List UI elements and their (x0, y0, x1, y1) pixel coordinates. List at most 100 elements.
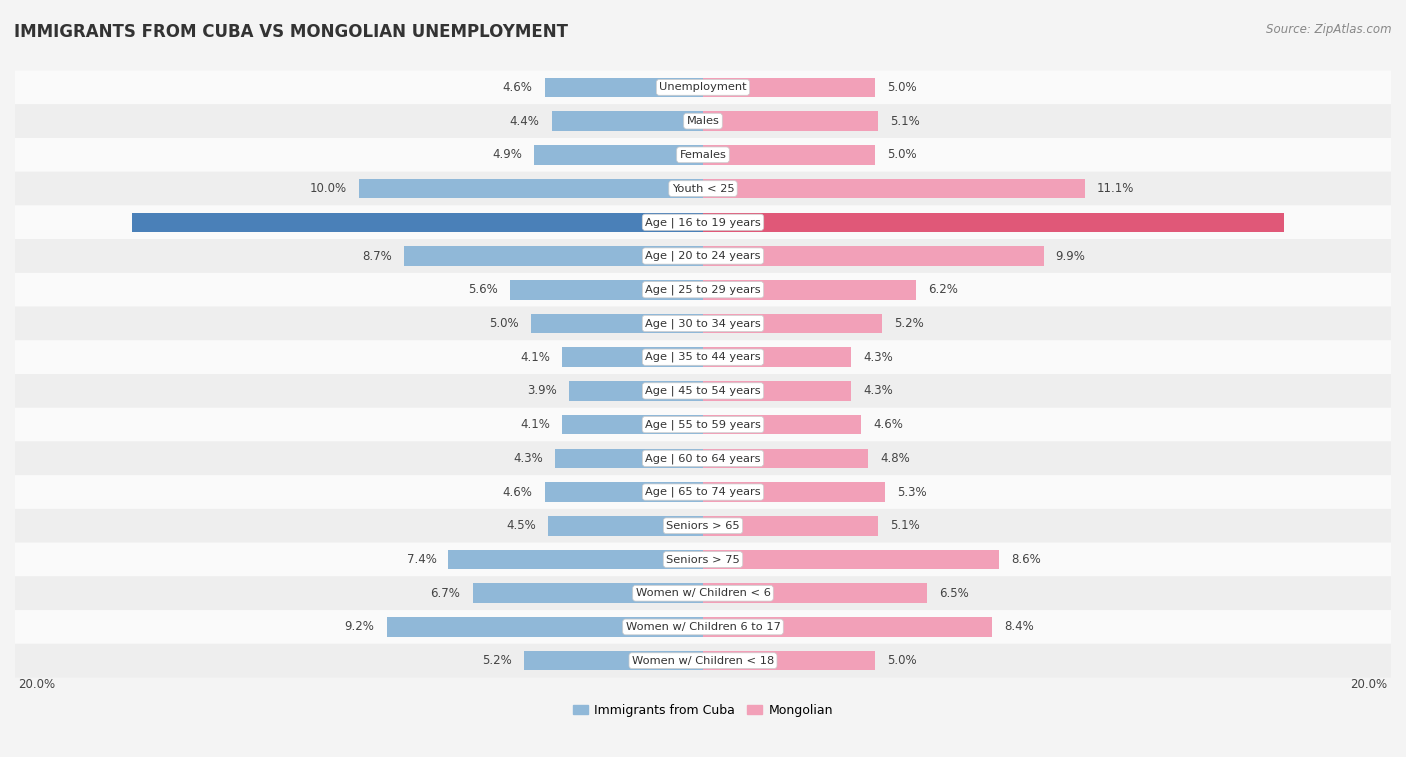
Text: Age | 16 to 19 years: Age | 16 to 19 years (645, 217, 761, 228)
Text: Age | 60 to 64 years: Age | 60 to 64 years (645, 453, 761, 463)
Text: 9.9%: 9.9% (1056, 250, 1085, 263)
Bar (703, 482, 886, 502)
Bar (569, 381, 703, 400)
Bar (703, 313, 882, 333)
Bar (551, 111, 703, 131)
Text: Seniors > 75: Seniors > 75 (666, 555, 740, 565)
Text: 11.1%: 11.1% (1097, 182, 1135, 195)
Text: Age | 65 to 74 years: Age | 65 to 74 years (645, 487, 761, 497)
Text: 4.6%: 4.6% (503, 485, 533, 499)
Text: 6.7%: 6.7% (430, 587, 461, 600)
Text: 4.3%: 4.3% (863, 385, 893, 397)
Text: 4.8%: 4.8% (880, 452, 910, 465)
Text: 7.4%: 7.4% (406, 553, 436, 566)
Bar (132, 213, 703, 232)
Bar (531, 313, 703, 333)
Text: 5.1%: 5.1% (890, 519, 921, 532)
Bar (472, 584, 703, 603)
Text: 4.5%: 4.5% (506, 519, 536, 532)
Text: Women w/ Children 6 to 17: Women w/ Children 6 to 17 (626, 622, 780, 632)
Bar (703, 550, 998, 569)
Bar (703, 179, 1085, 198)
Text: Unemployment: Unemployment (659, 83, 747, 92)
Bar (703, 415, 862, 435)
Text: Youth < 25: Youth < 25 (672, 183, 734, 194)
Bar (703, 145, 875, 164)
Text: Age | 35 to 44 years: Age | 35 to 44 years (645, 352, 761, 363)
Text: 4.3%: 4.3% (863, 350, 893, 363)
Text: 8.7%: 8.7% (361, 250, 392, 263)
FancyBboxPatch shape (15, 509, 1391, 543)
Text: 16.6%: 16.6% (650, 216, 690, 229)
Bar (562, 347, 703, 367)
Text: 4.6%: 4.6% (503, 81, 533, 94)
Bar (359, 179, 703, 198)
FancyBboxPatch shape (15, 441, 1391, 475)
Bar (703, 449, 868, 468)
Text: Women w/ Children < 18: Women w/ Children < 18 (631, 656, 775, 665)
Text: 5.6%: 5.6% (468, 283, 498, 296)
Text: 5.1%: 5.1% (890, 114, 921, 128)
Text: IMMIGRANTS FROM CUBA VS MONGOLIAN UNEMPLOYMENT: IMMIGRANTS FROM CUBA VS MONGOLIAN UNEMPL… (14, 23, 568, 41)
Text: 4.6%: 4.6% (873, 418, 903, 431)
FancyBboxPatch shape (15, 70, 1391, 104)
Text: Females: Females (679, 150, 727, 160)
Text: 4.4%: 4.4% (510, 114, 540, 128)
FancyBboxPatch shape (15, 307, 1391, 341)
Text: 5.2%: 5.2% (894, 317, 924, 330)
Text: 5.0%: 5.0% (887, 654, 917, 667)
Text: Source: ZipAtlas.com: Source: ZipAtlas.com (1267, 23, 1392, 36)
FancyBboxPatch shape (15, 205, 1391, 239)
Bar (703, 213, 1284, 232)
Bar (703, 516, 879, 535)
Legend: Immigrants from Cuba, Mongolian: Immigrants from Cuba, Mongolian (568, 699, 838, 722)
FancyBboxPatch shape (15, 138, 1391, 172)
Text: 8.6%: 8.6% (1011, 553, 1040, 566)
Text: Seniors > 65: Seniors > 65 (666, 521, 740, 531)
Bar (703, 347, 851, 367)
Bar (544, 482, 703, 502)
FancyBboxPatch shape (15, 341, 1391, 374)
Bar (703, 111, 879, 131)
Text: Age | 30 to 34 years: Age | 30 to 34 years (645, 318, 761, 329)
FancyBboxPatch shape (15, 104, 1391, 138)
Bar (548, 516, 703, 535)
FancyBboxPatch shape (15, 643, 1391, 678)
FancyBboxPatch shape (15, 576, 1391, 610)
Text: 5.0%: 5.0% (887, 148, 917, 161)
Bar (544, 78, 703, 97)
FancyBboxPatch shape (15, 374, 1391, 408)
Text: 4.3%: 4.3% (513, 452, 543, 465)
Text: Age | 45 to 54 years: Age | 45 to 54 years (645, 385, 761, 396)
Bar (562, 415, 703, 435)
FancyBboxPatch shape (15, 543, 1391, 576)
Bar (534, 145, 703, 164)
Bar (404, 246, 703, 266)
Bar (449, 550, 703, 569)
FancyBboxPatch shape (15, 610, 1391, 643)
Text: 20.0%: 20.0% (1350, 678, 1388, 691)
Bar (524, 651, 703, 671)
Text: 10.0%: 10.0% (309, 182, 347, 195)
FancyBboxPatch shape (15, 239, 1391, 273)
Text: 6.2%: 6.2% (928, 283, 959, 296)
Text: 6.5%: 6.5% (939, 587, 969, 600)
Text: Age | 55 to 59 years: Age | 55 to 59 years (645, 419, 761, 430)
Text: 8.4%: 8.4% (1004, 621, 1033, 634)
Bar (703, 651, 875, 671)
Bar (510, 280, 703, 300)
Text: 3.9%: 3.9% (527, 385, 557, 397)
Text: Age | 25 to 29 years: Age | 25 to 29 years (645, 285, 761, 295)
Bar (703, 617, 993, 637)
Bar (703, 246, 1043, 266)
Text: 4.1%: 4.1% (520, 350, 550, 363)
Text: Women w/ Children < 6: Women w/ Children < 6 (636, 588, 770, 598)
Bar (703, 584, 927, 603)
Text: 5.3%: 5.3% (897, 485, 927, 499)
FancyBboxPatch shape (15, 172, 1391, 205)
Text: Age | 20 to 24 years: Age | 20 to 24 years (645, 251, 761, 261)
Text: 4.9%: 4.9% (492, 148, 523, 161)
Bar (555, 449, 703, 468)
Text: 5.0%: 5.0% (489, 317, 519, 330)
Text: 5.0%: 5.0% (887, 81, 917, 94)
